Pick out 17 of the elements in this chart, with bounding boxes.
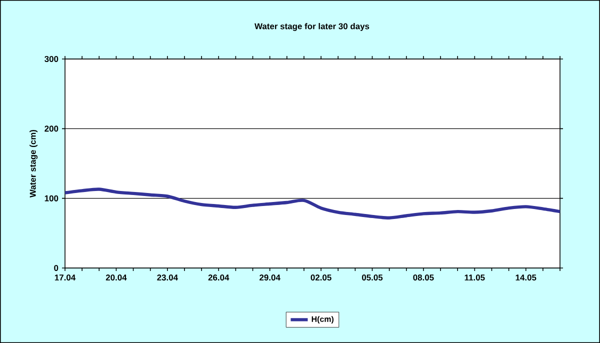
x-tick-label: 17.04 [54,274,76,281]
y-tick-label: 100 [44,195,58,202]
x-tick-label: 29.04 [260,274,280,281]
x-tick-label: 20.04 [106,274,127,281]
x-tick-label: 26.04 [208,274,230,281]
x-tick-label: 08.05 [413,274,434,281]
chart-title: Water stage for later 30 days [254,23,370,31]
y-axis-title: Water stage (cm) [30,130,38,198]
x-tick-label: 05.05 [362,274,383,281]
y-tick-label: 300 [44,56,58,62]
x-tick-label: 23.04 [157,274,178,281]
y-tick-label: 0 [54,265,58,271]
y-tick-label: 200 [44,126,58,132]
x-tick-label: 02.05 [310,274,332,281]
x-tick-label: 11.05 [464,274,485,281]
x-tick-label: 14.05 [516,274,536,281]
line-series [65,188,560,220]
